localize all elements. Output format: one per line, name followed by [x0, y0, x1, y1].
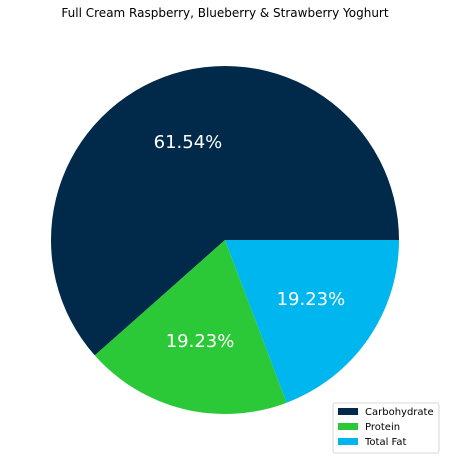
chart-title: Full Cream Raspberry, Blueberry & Strawb… [61, 6, 388, 20]
legend-swatch [338, 423, 358, 430]
pie-slice-carbohydrate [50, 65, 399, 356]
legend-swatch [338, 438, 358, 445]
legend: Carbohydrate Protein Total Fat [332, 402, 440, 454]
pie-slice-protein [94, 240, 287, 414]
pie-slice-label: 19.23% [277, 289, 346, 310]
pie-slice-label: 61.54% [154, 132, 223, 153]
pie-slice-total-fat [225, 240, 399, 403]
legend-label: Total Fat [364, 437, 406, 448]
legend-swatch [338, 408, 358, 415]
pie-slice-label: 19.23% [166, 331, 235, 352]
legend-frame [332, 402, 440, 454]
legend-label: Carbohydrate [365, 407, 434, 418]
legend-label: Protein [365, 422, 400, 433]
legend-entries: Carbohydrate Protein Total Fat [338, 407, 434, 448]
pie-slices [50, 65, 399, 414]
pie-percentage-labels: 61.54% 19.23% 19.23% [154, 132, 346, 352]
